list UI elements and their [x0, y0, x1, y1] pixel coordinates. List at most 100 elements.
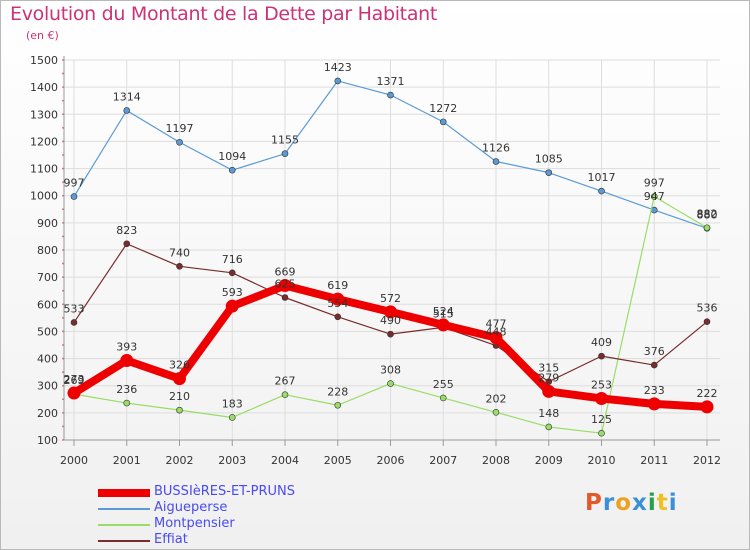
logo-letter: i — [647, 490, 657, 516]
data-point — [489, 331, 503, 345]
y-minor-tick — [62, 249, 64, 251]
data-point — [176, 262, 183, 270]
y-minor-tick — [62, 113, 64, 116]
data-label: 997 — [644, 177, 665, 190]
data-label: 669 — [275, 266, 296, 279]
logo-letter: P — [585, 490, 603, 516]
y-minor-tick — [62, 262, 64, 265]
data-point — [542, 384, 556, 398]
data-point — [281, 391, 289, 398]
x-tick-label: 2003 — [218, 454, 246, 467]
data-label: 269 — [64, 374, 85, 387]
data-point — [436, 318, 450, 332]
logo-letter: r — [602, 490, 616, 516]
data-point — [67, 386, 81, 400]
data-point — [123, 240, 131, 248]
data-point — [439, 394, 447, 402]
x-tick-label: 2009 — [535, 454, 563, 467]
data-label: 536 — [697, 302, 718, 315]
y-minor-tick — [62, 126, 64, 129]
data-point — [700, 400, 714, 414]
x-tick-label: 2005 — [324, 454, 352, 467]
data-point — [703, 318, 711, 325]
x-tick-label: 2007 — [429, 454, 457, 467]
y-minor-tick — [62, 289, 64, 292]
legend-swatch — [98, 508, 150, 510]
data-point — [334, 77, 342, 85]
data-point — [123, 107, 131, 114]
y-minor-tick — [62, 411, 64, 414]
proxiti-logo: Proxiti — [585, 490, 678, 516]
y-minor-tick — [62, 384, 64, 387]
y-minor-tick — [62, 303, 64, 306]
logo-letter: o — [615, 490, 633, 516]
data-label: 997 — [64, 177, 85, 190]
y-minor-tick — [62, 86, 64, 89]
data-label: 255 — [433, 378, 454, 391]
data-label: 716 — [222, 253, 243, 266]
data-label: 409 — [591, 336, 612, 349]
data-point — [176, 138, 183, 146]
data-label: 1423 — [324, 61, 352, 74]
data-label: 315 — [538, 362, 559, 375]
y-minor-tick — [62, 154, 64, 156]
y-minor-tick — [62, 276, 64, 279]
y-tick-label: 500 — [37, 325, 58, 338]
data-label: 233 — [644, 384, 665, 397]
data-point — [176, 406, 183, 414]
y-tick-label: 800 — [37, 244, 58, 257]
y-tick-label: 1300 — [30, 108, 58, 121]
logo-letter: x — [632, 490, 648, 516]
legend-label: BUSSIèRES-ET-PRUNS — [154, 484, 295, 499]
data-label: 326 — [169, 359, 190, 372]
y-minor-tick — [62, 59, 64, 61]
data-label: 376 — [644, 345, 665, 358]
y-minor-tick — [62, 181, 64, 184]
data-label: 524 — [433, 305, 454, 318]
data-point — [228, 414, 236, 421]
y-minor-tick — [62, 99, 64, 102]
data-point — [281, 150, 289, 157]
data-point — [598, 429, 605, 437]
data-point — [70, 319, 78, 326]
x-tick-label: 2002 — [166, 454, 194, 467]
data-point — [334, 401, 342, 409]
y-minor-tick — [62, 344, 64, 346]
x-tick-label: 2004 — [271, 454, 299, 467]
chart-unit-label: (en €) — [26, 29, 59, 42]
x-tick-label: 2012 — [693, 454, 721, 467]
data-label: 572 — [380, 292, 401, 305]
y-minor-tick — [62, 194, 64, 197]
legend-label: Montpensier — [154, 516, 235, 531]
data-point — [492, 158, 500, 165]
x-tick-label: 2000 — [60, 454, 88, 467]
data-label: 1272 — [429, 102, 457, 115]
data-point — [120, 353, 134, 367]
data-point — [228, 166, 236, 174]
data-point — [387, 380, 394, 387]
x-tick-label: 2008 — [482, 454, 510, 467]
data-label: 1085 — [535, 153, 563, 166]
y-minor-tick — [62, 439, 64, 441]
data-label: 236 — [116, 383, 137, 396]
data-label: 593 — [222, 286, 243, 299]
legend-swatch — [98, 489, 150, 497]
y-minor-tick — [62, 235, 64, 238]
x-tick-label: 2001 — [113, 454, 141, 467]
y-minor-tick — [62, 167, 64, 170]
data-point — [228, 269, 236, 277]
y-tick-label: 700 — [37, 271, 58, 284]
logo-letter: i — [668, 490, 678, 516]
data-label: 228 — [327, 385, 348, 398]
y-tick-label: 600 — [37, 298, 58, 311]
data-label: 1017 — [588, 171, 616, 184]
data-point — [331, 292, 345, 306]
series-bussières-et-pruns — [67, 279, 714, 414]
y-tick-label: 200 — [37, 407, 58, 420]
data-point — [647, 397, 661, 411]
data-label: 210 — [169, 390, 190, 403]
data-label: 1371 — [377, 75, 405, 88]
series-lines — [67, 77, 714, 437]
data-label: 490 — [380, 314, 401, 327]
